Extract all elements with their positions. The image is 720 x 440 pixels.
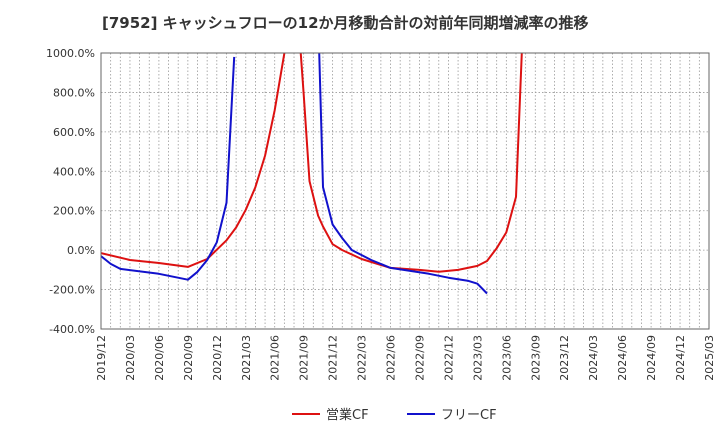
x-tick-label: 2021/12 xyxy=(327,335,340,381)
series-line-1 xyxy=(101,53,523,273)
legend-label: 営業CF xyxy=(326,407,369,423)
x-tick-label: 2024/06 xyxy=(616,335,629,381)
series-line-2 xyxy=(101,53,488,295)
x-tick-label: 2023/03 xyxy=(471,335,484,381)
y-tick-label: 1000.0% xyxy=(46,47,95,60)
x-tick-label: 2022/03 xyxy=(356,335,369,381)
x-tick-label: 2021/09 xyxy=(298,335,311,381)
y-tick-label: 200.0% xyxy=(53,205,95,218)
x-tick-label: 2020/09 xyxy=(182,335,195,381)
x-tick-label: 2020/06 xyxy=(153,335,166,381)
y-axis: -400.0% -200.0% 0.0% 200.0% 400.0% 600.0% 800.… xyxy=(46,47,95,336)
chart-title: [7952] キャッシュフローの12か月移動合計の対前年同期増減率の推移 xyxy=(102,14,589,32)
x-tick-label: 2022/06 xyxy=(385,335,398,381)
y-tick-label: 600.0% xyxy=(53,126,95,139)
plot-area xyxy=(101,53,709,329)
x-tick-label: 2023/09 xyxy=(529,335,542,381)
x-tick-label: 2021/03 xyxy=(240,335,253,381)
y-tick-label: -200.0% xyxy=(49,284,95,297)
x-axis: 2019/12 2020/03 2020/06 2020/09 2020/12 2021/… xyxy=(95,335,716,381)
legend-label: フリーCF xyxy=(441,408,497,423)
x-tick-label: 2020/12 xyxy=(211,335,224,381)
x-tick-label: 2019/12 xyxy=(95,335,108,381)
x-tick-label: 2023/12 xyxy=(558,335,571,381)
x-tick-label: 2022/12 xyxy=(442,335,455,381)
y-tick-label: -400.0% xyxy=(49,323,95,336)
y-tick-label: 0.0% xyxy=(67,244,95,257)
plot-border xyxy=(100,52,710,330)
x-tick-label: 2023/06 xyxy=(500,335,513,381)
x-tick-label: 2021/06 xyxy=(269,335,282,381)
x-tick-label: 2020/03 xyxy=(124,335,137,381)
grid xyxy=(101,52,709,330)
y-tick-label: 800.0% xyxy=(53,86,95,99)
x-tick-label: 2022/09 xyxy=(413,335,426,381)
x-tick-label: 2024/12 xyxy=(674,335,687,381)
x-tick-label: 2024/09 xyxy=(645,335,658,381)
y-tick-label: 400.0% xyxy=(53,165,95,178)
x-tick-label: 2025/03 xyxy=(703,335,716,381)
series-lines xyxy=(101,53,523,295)
legend: 営業CF フリーCF xyxy=(292,407,497,423)
x-tick-label: 2024/03 xyxy=(587,335,600,381)
